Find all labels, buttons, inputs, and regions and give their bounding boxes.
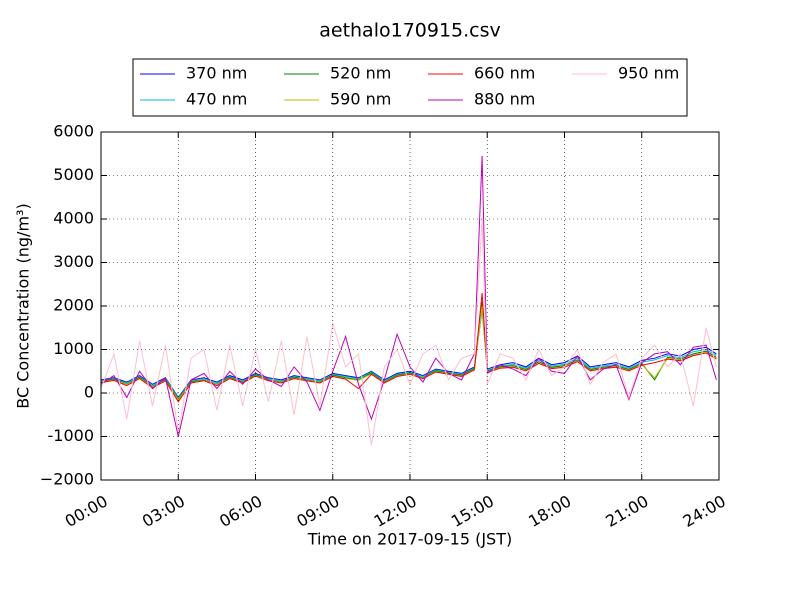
y-axis-label: BC Concentration (ng/m³) <box>14 203 33 408</box>
y-tick-label: 0 <box>84 383 94 402</box>
x-tick-label: 09:00 <box>293 491 342 531</box>
series-line <box>101 305 717 399</box>
x-tick-label: 24:00 <box>680 491 729 531</box>
legend-label: 370 nm <box>186 64 247 83</box>
y-tick-label: −2000 <box>40 470 94 489</box>
chart-title: aethalo170915.csv <box>319 20 501 42</box>
y-tick-label: 5000 <box>53 165 94 184</box>
series-line <box>101 218 717 446</box>
legend-label: 470 nm <box>186 90 247 109</box>
y-tick-label: -1000 <box>48 426 95 445</box>
legend-label: 520 nm <box>330 64 391 83</box>
legend-label: 590 nm <box>330 90 391 109</box>
x-tick-label: 06:00 <box>216 491 265 531</box>
legend-box <box>132 58 688 117</box>
y-tick-label: 2000 <box>53 296 94 315</box>
series-line <box>101 155 717 437</box>
x-tick-label: 15:00 <box>448 491 497 531</box>
legend-label: 950 nm <box>618 64 679 83</box>
legend-label: 880 nm <box>474 90 535 109</box>
series-line <box>101 301 717 401</box>
y-tick-label: 4000 <box>53 209 94 228</box>
x-axis-label: Time on 2017-09-15 (JST) <box>307 530 512 549</box>
plot-lines <box>101 155 717 446</box>
y-tick-label: 1000 <box>53 339 94 358</box>
y-tick-label: 6000 <box>53 122 94 141</box>
series-line <box>101 310 717 400</box>
y-tick-label: 3000 <box>53 252 94 271</box>
x-tick-label: 03:00 <box>139 491 188 531</box>
x-tick-label: 21:00 <box>602 491 651 531</box>
legend-label: 660 nm <box>474 64 535 83</box>
x-tick-label: 00:00 <box>62 491 111 531</box>
x-tick-label: 12:00 <box>371 491 420 531</box>
x-tick-label: 18:00 <box>525 491 574 531</box>
series-line <box>101 292 717 403</box>
